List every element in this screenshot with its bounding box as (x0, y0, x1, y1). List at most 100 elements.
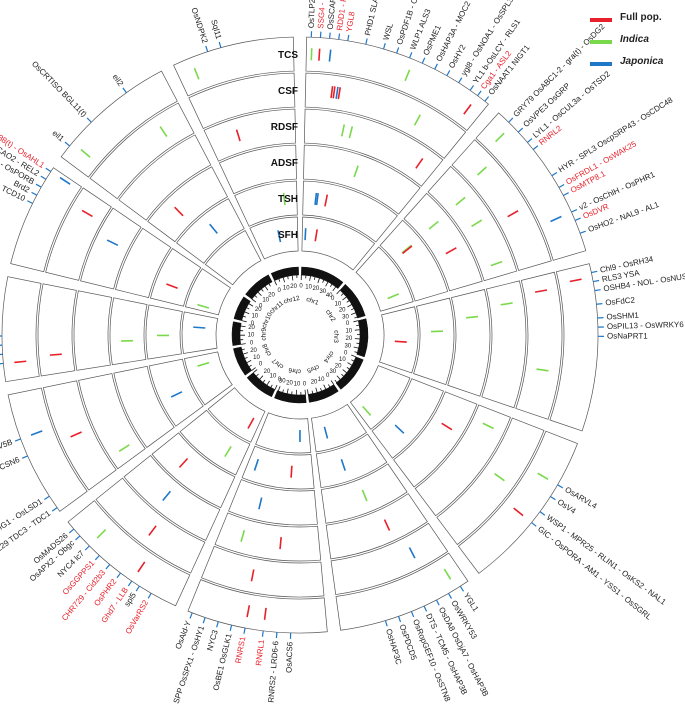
track-band-sfh-chr6 (255, 412, 312, 454)
chromosome-label: chr4 (322, 349, 335, 364)
gene-stub (397, 616, 402, 623)
tick-label: 10 (262, 298, 269, 304)
hit-mark (314, 192, 318, 205)
gene-stub (135, 585, 140, 592)
axis-tick (342, 369, 347, 374)
chromosome-label: chr5 (305, 363, 320, 374)
legend-label-full-pop: Full pop. (620, 12, 662, 23)
track-band-adsf-chr6 (228, 479, 318, 526)
track-band-csf-chr7 (95, 477, 206, 574)
gene-label: OsNaPRT1 (607, 331, 648, 340)
gene-label: CSN6 (0, 455, 22, 472)
gene-stub (68, 528, 75, 534)
track-band-tsh-chr10 (150, 248, 202, 307)
axis-tick (328, 384, 331, 388)
gene-stub (0, 362, 4, 365)
track-band-rdsf-chr7 (123, 454, 221, 541)
hit-mark (569, 278, 582, 283)
track-band-adsf-chr2 (403, 192, 483, 292)
hit-mark (443, 568, 452, 580)
axis-tick (322, 279, 325, 283)
hit-mark (70, 431, 82, 438)
axis-tick (336, 375, 341, 380)
hit-mark (96, 529, 107, 539)
axis-tick (342, 296, 347, 301)
hit-mark (246, 605, 251, 618)
track-band-csf-chr8 (42, 380, 117, 491)
gene-stub (31, 191, 38, 196)
gene-stub (218, 41, 222, 48)
axis-tick (257, 291, 262, 297)
track-band-sfh-chr8 (183, 351, 233, 406)
axis-tick (311, 390, 314, 394)
hit-mark (59, 176, 71, 185)
gene-stub (147, 592, 152, 599)
gene-stub (459, 585, 465, 592)
gene-label: SPP OsSPX1 - OsHY1 (172, 624, 207, 705)
track-band-csf-chr3 (515, 271, 563, 420)
track-band-csf-chr2 (451, 139, 552, 271)
gene-stub (329, 32, 331, 39)
gene-label: OsCRTISO BGL11(t) (30, 59, 89, 119)
axis-tick (262, 379, 266, 383)
track-band-tcs-chr9 (1, 276, 42, 383)
gene-stub (477, 90, 482, 97)
gene-stub (596, 303, 603, 305)
gene-label: RNRS1 (234, 635, 248, 664)
tick-label: 30 (344, 343, 351, 349)
hit-mark (332, 86, 336, 99)
hit-mark (162, 490, 172, 502)
axis-tick (350, 308, 355, 311)
tick-label: 30 (330, 369, 337, 375)
hit-mark (471, 219, 483, 228)
gene-stub (189, 612, 193, 619)
track-band-rdsf-chr6 (214, 512, 322, 562)
tick-label: 20 (339, 308, 346, 314)
track-band-adsf-chr8 (113, 365, 175, 448)
track-band-adsf-chr7 (151, 432, 236, 509)
track-band-csf-chr6 (201, 545, 325, 598)
hit-mark (30, 430, 43, 436)
gene-stub (84, 545, 90, 551)
hit-mark (49, 353, 62, 356)
hit-mark (240, 530, 246, 542)
axis-tick (307, 389, 309, 395)
legend-item-full-pop: Full pop. (590, 12, 682, 34)
hit-mark (253, 458, 260, 471)
hit-mark (445, 247, 457, 255)
gene-label: OsV4 (556, 497, 578, 516)
track-band-csf-chr4 (436, 417, 545, 546)
tick-label: 0 (278, 288, 282, 294)
axis-tick (261, 288, 264, 292)
tick-label: 10 (305, 284, 312, 290)
axis-tick (350, 312, 356, 316)
tick-label: 20 (311, 380, 318, 386)
tick-label: 0 (251, 321, 255, 327)
track-band-tcs-chr10 (10, 167, 83, 273)
track-band-adsf-chr12 (218, 144, 297, 195)
hit-mark (513, 507, 524, 517)
track-band-sfh-chr10 (185, 268, 231, 316)
axis-tick (347, 304, 352, 308)
hit-mark (383, 519, 391, 531)
axis-tick (264, 285, 269, 291)
tick-label: 10 (253, 355, 260, 361)
axis-tick (241, 320, 247, 323)
hit-mark (224, 446, 232, 458)
hit-mark (193, 326, 206, 329)
axis-tick (354, 351, 358, 353)
tick-label: 30 (279, 378, 286, 384)
chromosome-label: chr9 (261, 328, 268, 341)
track-band-adsf-chr1 (303, 144, 421, 215)
tick-label: 0 (250, 340, 254, 346)
tick-label: 20 (335, 363, 342, 369)
tick-label: 10 (248, 333, 255, 339)
gene-stub (21, 455, 28, 459)
hit-mark (441, 422, 453, 431)
track-band-sfh-chr9 (181, 311, 219, 354)
gene-stub (594, 289, 601, 292)
hit-mark (178, 457, 189, 468)
gene-label: WSP1 - MPR25 - RLIN1 - OsKS2 - NAL1 (545, 513, 668, 607)
gene-stub (593, 279, 600, 283)
track-band-adsf-chr4 (393, 391, 478, 488)
